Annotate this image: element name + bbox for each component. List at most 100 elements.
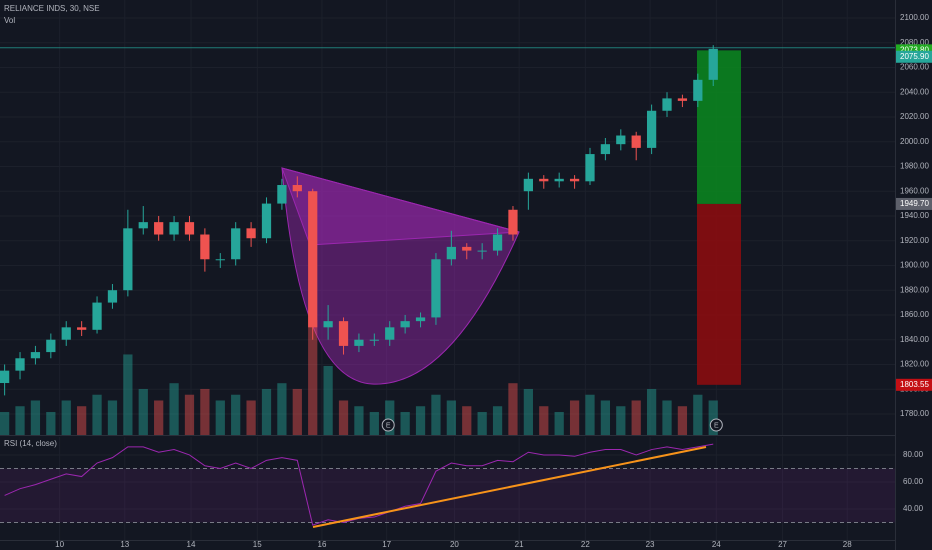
candle-body — [338, 321, 349, 346]
volume-bar — [492, 406, 503, 435]
x-tick-label: 22 — [581, 540, 590, 549]
volume-bar — [338, 400, 349, 435]
x-tick-label: 27 — [778, 540, 787, 549]
volume-bar — [107, 400, 118, 435]
event-marker — [709, 418, 723, 432]
volume-bar — [15, 406, 25, 435]
candle-body — [0, 370, 10, 384]
candle-body — [462, 246, 472, 251]
x-tick-label: 14 — [187, 540, 196, 549]
volume-bar — [400, 411, 410, 435]
volume-bar — [169, 383, 179, 435]
rsi-band — [0, 468, 895, 523]
y-tick-label: 2020.00 — [900, 112, 929, 121]
event-label: E — [714, 422, 719, 429]
volume-bar — [77, 406, 87, 435]
candle-body — [123, 228, 133, 291]
y-tick-label: 1900.00 — [900, 261, 929, 270]
candle-body — [277, 185, 287, 204]
stop-zone — [697, 203, 741, 385]
candle-body — [246, 228, 256, 239]
candle-body — [569, 178, 580, 182]
volume-bar — [261, 388, 272, 435]
event-marker — [381, 418, 395, 432]
candle-body — [308, 191, 318, 328]
volume-bar — [138, 388, 148, 435]
y-tick-label: 1860.00 — [900, 310, 929, 319]
volume-bar — [92, 394, 102, 435]
rsi-tick-label: 60.00 — [903, 477, 924, 486]
volume-bar — [523, 388, 533, 435]
x-tick-label: 24 — [712, 540, 721, 549]
candle-body — [662, 98, 672, 111]
volume-bar — [46, 411, 56, 435]
last-price-label-bg — [896, 50, 932, 63]
volume-bar — [585, 394, 595, 435]
candle-body — [415, 317, 426, 322]
volume-bar — [462, 406, 472, 435]
volume-bar — [184, 394, 195, 435]
candle-body — [446, 246, 456, 260]
rsi-tick-label: 80.00 — [903, 450, 924, 459]
rsi-trendline — [312, 446, 707, 528]
candle-body — [215, 259, 225, 261]
volume-bar — [354, 406, 364, 435]
y-tick-label: 1840.00 — [900, 335, 929, 344]
volume-bar — [123, 354, 133, 435]
candle-body — [646, 110, 657, 148]
candle-body — [400, 321, 410, 328]
entry-label-bg — [896, 197, 932, 210]
candle-body — [708, 48, 718, 80]
candle-body — [677, 98, 688, 101]
y-tick-label: 1880.00 — [900, 285, 929, 294]
x-tick-label: 20 — [450, 540, 459, 549]
volume-bar — [569, 400, 580, 435]
candle-body — [369, 339, 379, 341]
x-tick-label: 13 — [120, 540, 129, 549]
candle-body — [539, 178, 549, 182]
volume-bar — [308, 319, 318, 435]
candle-body — [600, 144, 611, 155]
stop-label: 1803.55 — [900, 380, 929, 389]
volume-bar — [708, 400, 718, 435]
grid — [0, 467, 895, 523]
volume-bar — [246, 400, 256, 435]
candle-body — [92, 302, 102, 330]
volume-bar — [415, 406, 426, 435]
last-price-label: 2075.90 — [900, 52, 929, 61]
y-tick-label: 1780.00 — [900, 409, 929, 418]
candle-body — [292, 185, 302, 192]
volume-bar — [431, 394, 441, 435]
volume-bar — [369, 411, 379, 435]
volume-bar — [631, 400, 641, 435]
candle-body — [631, 135, 641, 148]
volume-bar — [446, 400, 456, 435]
candle-body — [77, 327, 87, 330]
volume-bar — [693, 394, 703, 435]
candle-body — [354, 339, 364, 346]
volume-bar — [292, 388, 302, 435]
stop-label-bg — [896, 378, 932, 391]
candle-body — [693, 79, 703, 101]
y-tick-label: 2100.00 — [900, 13, 929, 22]
candle-body — [477, 250, 487, 252]
candle-body — [508, 209, 518, 235]
rsi-tick-label: 40.00 — [903, 504, 924, 513]
volume-bar — [508, 383, 518, 435]
target-zone — [697, 50, 741, 204]
y-tick-label: 2000.00 — [900, 137, 929, 146]
candle-body — [169, 222, 179, 235]
candle-body — [554, 178, 564, 182]
volume-bar — [154, 400, 164, 435]
volume-label: Vol — [4, 16, 15, 25]
symbol-title: RELIANCE INDS, 30, NSE — [4, 4, 100, 13]
y-tick-label: 1960.00 — [900, 186, 929, 195]
volume-bar — [61, 400, 71, 435]
candle-body — [200, 234, 210, 260]
candle-body — [61, 327, 71, 340]
volume-bar — [200, 388, 210, 435]
rsi-label: RSI (14, close) — [4, 439, 57, 448]
volume-bar — [277, 383, 287, 435]
